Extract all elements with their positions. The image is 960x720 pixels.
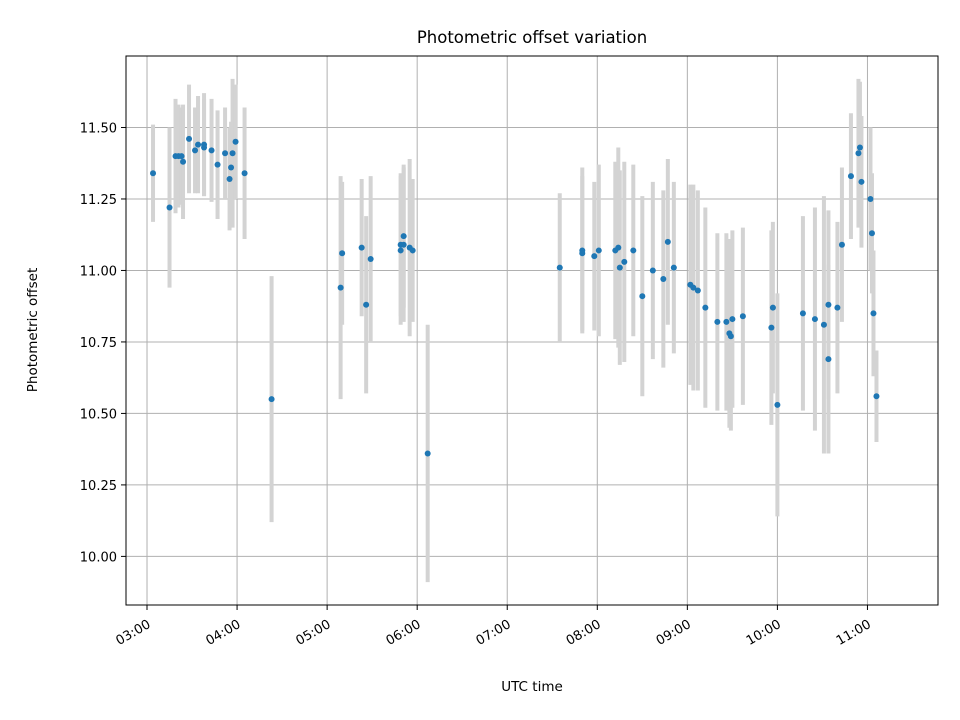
data-point [214,161,221,168]
data-point [694,287,701,294]
data-point [834,304,841,311]
data-point [226,175,233,182]
data-point [591,253,598,260]
y-tick-label: 11.50 [80,121,117,136]
data-point [222,150,229,157]
data-point [630,247,637,254]
chart-title: Photometric offset variation [417,28,647,47]
data-point [400,233,407,240]
data-point [409,247,416,254]
data-point [397,247,404,254]
data-point [186,135,193,142]
data-point [702,304,709,311]
data-point [714,318,721,325]
data-point [363,301,370,308]
data-point [192,147,199,154]
data-point [268,396,275,403]
data-point [690,284,697,291]
y-tick-label: 10.25 [80,479,117,494]
data-point [358,244,365,251]
data-point [232,138,239,145]
data-point [400,241,407,248]
data-point [825,356,832,363]
data-point [337,284,344,291]
data-point [166,204,173,211]
data-point [768,324,775,331]
grid [126,56,938,605]
data-point [811,316,818,323]
data-point [670,264,677,271]
data-point [799,310,806,317]
data-point [229,150,236,157]
y-tick-label: 11.00 [80,264,117,279]
data-point [595,247,602,254]
y-tick-label: 10.75 [80,336,117,351]
data-point [729,316,736,323]
data-point [228,164,235,171]
data-point [858,178,865,185]
data-point [727,333,734,340]
data-point [150,170,157,177]
data-point [855,150,862,157]
data-point [339,250,346,257]
data-point [739,313,746,320]
data-point [201,144,208,151]
data-point [649,267,656,274]
data-point [367,256,374,263]
plot-frame [125,55,939,606]
y-tick-label: 10.50 [80,407,117,422]
data-point [774,401,781,408]
data-point [820,321,827,328]
y-axis-label: Photometric offset [25,268,41,392]
data-point [639,293,646,300]
data-point [856,144,863,151]
data-point [769,304,776,311]
data-point [556,264,563,271]
data-point [616,264,623,271]
data-point [621,258,628,265]
y-tick-label: 11.25 [80,193,117,208]
y-axis-ticks: 10.00 10.25 10.50 10.75 11.00 11.25 11.50 [80,121,126,565]
data-point [208,147,215,154]
data-point [664,238,671,245]
data-point [868,230,875,237]
data-points [150,135,880,457]
data-point [178,153,185,160]
y-tick-label: 10.00 [80,550,117,565]
data-point [723,318,730,325]
data-point [870,310,877,317]
data-point [867,195,874,202]
data-point [660,276,667,283]
data-point [615,244,622,251]
data-point [873,393,880,400]
data-point [838,241,845,248]
x-axis-label: UTC time [501,679,563,695]
data-point [424,450,431,457]
data-point [195,141,202,148]
data-point [825,301,832,308]
data-point [847,173,854,180]
data-point [241,170,248,177]
data-point [180,158,187,165]
data-point [579,250,586,257]
